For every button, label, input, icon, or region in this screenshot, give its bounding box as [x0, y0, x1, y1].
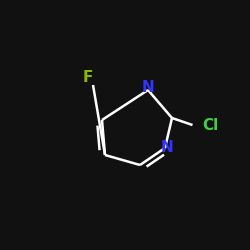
Text: Cl: Cl — [202, 118, 219, 132]
Text: N: N — [161, 140, 174, 156]
Text: F: F — [83, 70, 93, 85]
Text: N: N — [142, 80, 154, 95]
